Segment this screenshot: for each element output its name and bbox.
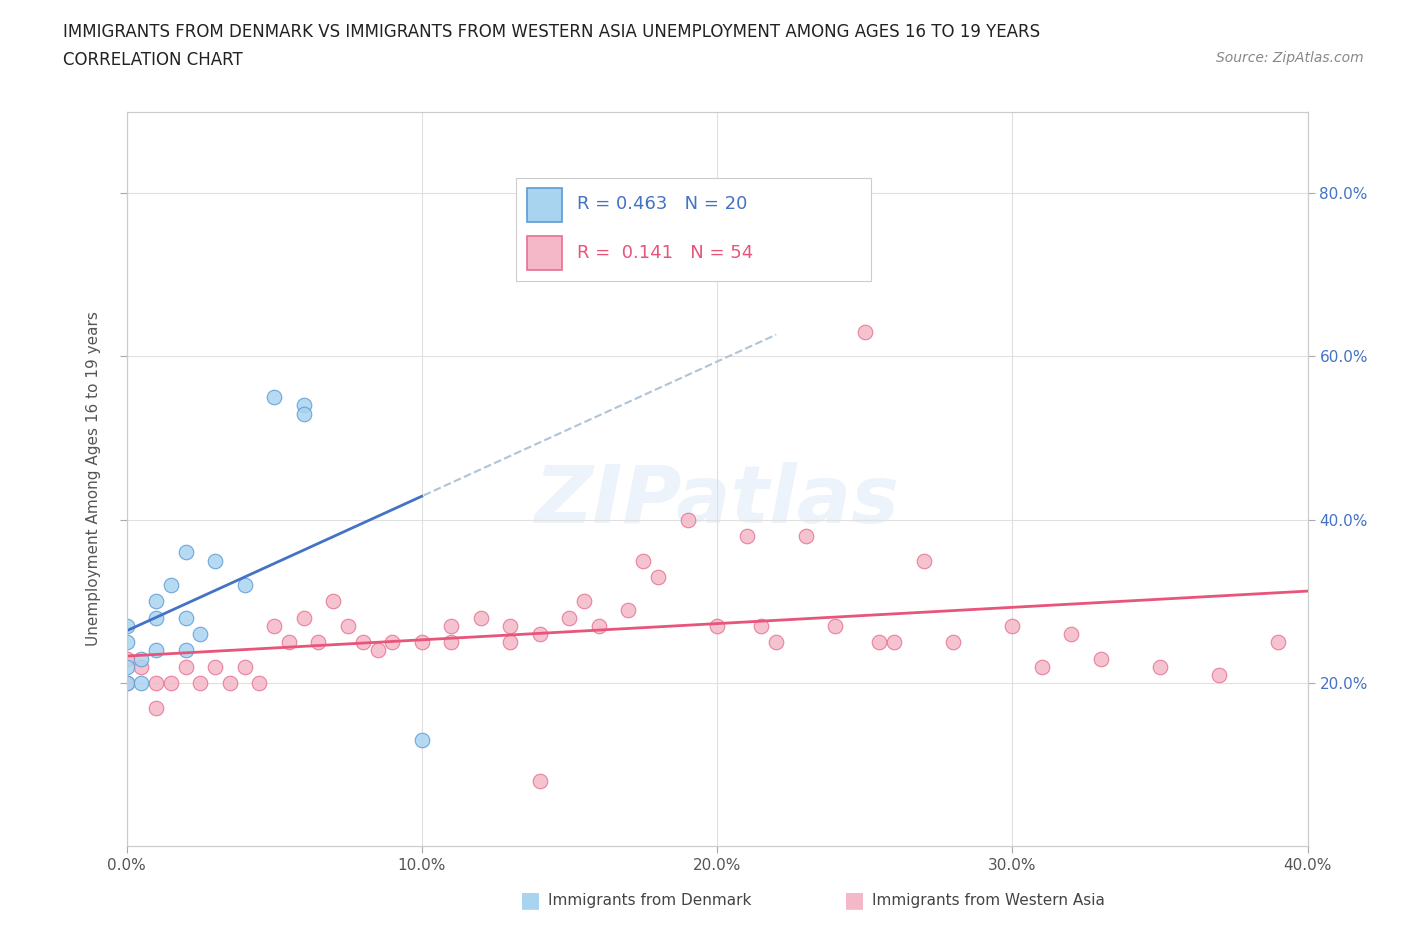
Point [204,553,226,568]
Point [647,569,669,584]
Point [529,774,551,789]
Point [352,635,374,650]
Point [160,578,183,592]
Point [174,659,197,674]
Text: Source: ZipAtlas.com: Source: ZipAtlas.com [1216,51,1364,65]
Point [765,635,787,650]
Point [115,659,138,674]
Text: Immigrants from Denmark: Immigrants from Denmark [548,893,752,908]
Point [588,618,610,633]
Point [633,553,655,568]
Point [174,545,197,560]
Text: ■: ■ [520,890,541,910]
Point [292,406,315,421]
Point [735,528,758,543]
Point [794,528,817,543]
Point [188,627,212,642]
Point [529,627,551,642]
Point [942,635,965,650]
Point [912,553,935,568]
Point [115,675,138,690]
Point [411,733,433,748]
Point [204,659,226,674]
Point [145,700,167,715]
Text: CORRELATION CHART: CORRELATION CHART [63,51,243,69]
Point [174,643,197,658]
Point [292,610,315,625]
Point [263,390,285,405]
Point [617,602,640,617]
Point [129,659,153,674]
Point [145,675,167,690]
Point [160,675,183,690]
Point [1001,618,1024,633]
Point [574,594,596,609]
Point [499,635,522,650]
Point [278,635,301,650]
Point [129,675,153,690]
Point [188,675,212,690]
Point [706,618,728,633]
Point [115,651,138,666]
Point [470,610,492,625]
Point [292,398,315,413]
Point [440,618,463,633]
Point [129,651,153,666]
Point [676,512,699,527]
Point [145,610,167,625]
Text: ZIPatlas: ZIPatlas [534,462,900,540]
Point [1031,659,1053,674]
Point [233,578,256,592]
Point [381,635,404,650]
Point [337,618,360,633]
Point [411,635,433,650]
Point [115,635,138,650]
Point [853,325,876,339]
Point [174,610,197,625]
Point [145,643,167,658]
Point [367,643,389,658]
Point [824,618,846,633]
Text: IMMIGRANTS FROM DENMARK VS IMMIGRANTS FROM WESTERN ASIA UNEMPLOYMENT AMONG AGES : IMMIGRANTS FROM DENMARK VS IMMIGRANTS FR… [63,23,1040,41]
Point [1090,651,1112,666]
Point [263,618,285,633]
Y-axis label: Unemployment Among Ages 16 to 19 years: Unemployment Among Ages 16 to 19 years [86,312,101,646]
Point [440,635,463,650]
Point [1149,659,1171,674]
Point [322,594,344,609]
Point [1060,627,1083,642]
Point [869,635,891,650]
Text: ■: ■ [844,890,865,910]
Point [249,675,271,690]
Point [558,610,581,625]
Point [233,659,256,674]
Point [145,594,167,609]
Point [1267,635,1289,650]
Point [115,618,138,633]
Point [115,675,138,690]
Point [499,618,522,633]
Point [219,675,242,690]
Point [308,635,330,650]
Point [1208,668,1230,683]
Point [751,618,773,633]
Text: Immigrants from Western Asia: Immigrants from Western Asia [872,893,1105,908]
Point [883,635,905,650]
